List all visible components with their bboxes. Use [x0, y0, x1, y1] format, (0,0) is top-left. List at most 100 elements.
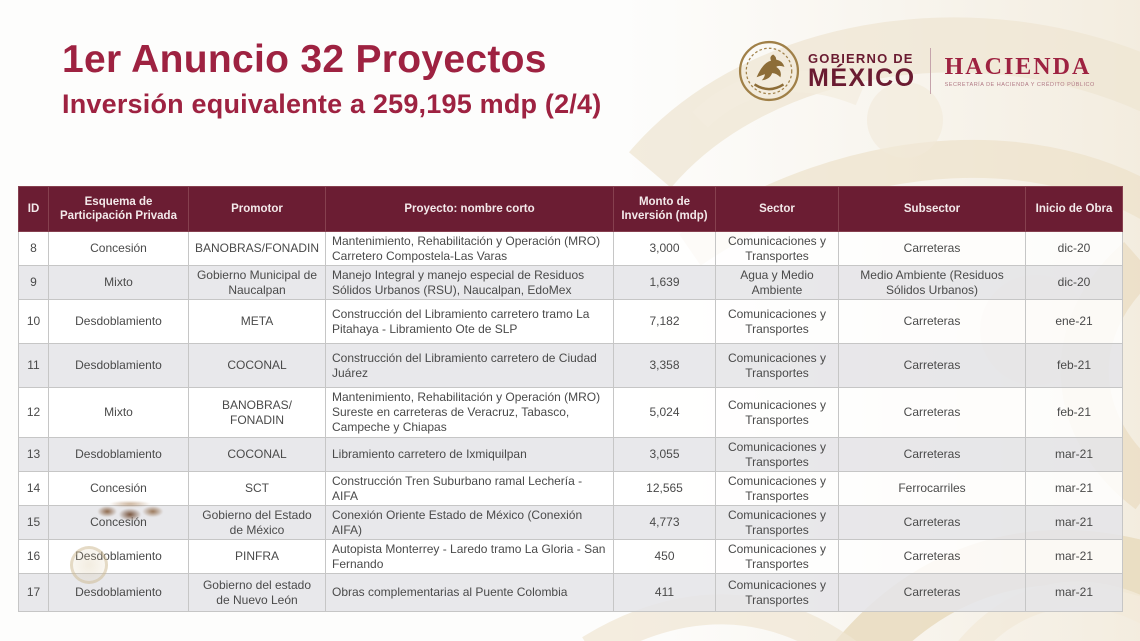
hacienda-wordmark: HACIENDA SECRETARÍA DE HACIENDA Y CRÉDIT…	[945, 55, 1095, 88]
table-cell: Concesión	[48, 231, 189, 266]
table-cell: 450	[613, 539, 716, 574]
table-cell: 10	[18, 299, 49, 344]
table-cell: feb-21	[1025, 343, 1123, 388]
table-cell: 411	[613, 573, 716, 612]
column-header: ID	[18, 186, 49, 232]
table-cell: 16	[18, 539, 49, 574]
table-cell: Construcción Tren Suburbano ramal Lecher…	[325, 471, 614, 506]
brand-divider	[929, 48, 931, 94]
table-cell: Autopista Monterrey - Laredo tramo La Gl…	[325, 539, 614, 574]
table-cell: Mixto	[48, 387, 189, 438]
table-cell: 4,773	[613, 505, 716, 540]
column-header: Esquema de Participación Privada	[48, 186, 189, 232]
table-cell: Comunicaciones y Transportes	[715, 539, 839, 574]
column-header: Promotor	[188, 186, 326, 232]
table-cell: Carreteras	[838, 343, 1026, 388]
table-cell: COCONAL	[188, 343, 326, 388]
table-cell: Comunicaciones y Transportes	[715, 505, 839, 540]
table-row: 9 Mixto Gobierno Municipal de Naucalpan Man…	[18, 265, 1123, 300]
column-header: Monto de Inversión (mdp)	[613, 186, 716, 232]
table-cell: Agua y Medio Ambiente	[715, 265, 839, 300]
table-body: 8 Concesión BANOBRAS/FONADIN Mantenimiento,…	[18, 231, 1123, 612]
mexico-coat-of-arms-icon	[738, 40, 800, 102]
table-cell: Carreteras	[838, 231, 1026, 266]
table-cell: 11	[18, 343, 49, 388]
table-cell: 17	[18, 573, 49, 612]
table-row: 15 Concesión Gobierno del Estado de México…	[18, 505, 1123, 540]
table-cell: Mantenimiento, Rehabilitación y Operació…	[325, 387, 614, 438]
mexico-text: MÉXICO	[808, 64, 916, 92]
table-cell: Gobierno Municipal de Naucalpan	[188, 265, 326, 300]
table-cell: Manejo Integral y manejo especial de Res…	[325, 265, 614, 300]
title-block: 1er Anuncio 32 Proyectos Inversión equiv…	[62, 38, 601, 120]
table-row: 13 Desdoblamiento COCONAL Libramiento carre…	[18, 437, 1123, 472]
table-cell: BANOBRAS/FONADIN	[188, 231, 326, 266]
table-cell: COCONAL	[188, 437, 326, 472]
table-cell: mar-21	[1025, 471, 1123, 506]
table-cell: Conexión Oriente Estado de México (Conex…	[325, 505, 614, 540]
table-cell: Comunicaciones y Transportes	[715, 387, 839, 438]
projects-table: ID Esquema de Participación Privada Promot…	[18, 186, 1123, 612]
gobierno-wordmark: GOBIERNO DE MÉXICO	[808, 51, 916, 91]
table-cell: Comunicaciones y Transportes	[715, 471, 839, 506]
table-cell: PINFRA	[188, 539, 326, 574]
table-row: 8 Concesión BANOBRAS/FONADIN Mantenimiento,…	[18, 231, 1123, 266]
hacienda-text: HACIENDA	[944, 53, 1092, 80]
table-cell: Desdoblamiento	[48, 539, 189, 574]
table-row: 12 Mixto BANOBRAS/ FONADIN Mantenimiento, R…	[18, 387, 1123, 438]
table-cell: Obras complementarias al Puente Colombia	[325, 573, 614, 612]
table-cell: Construcción del Libramiento carretero d…	[325, 343, 614, 388]
table-cell: Desdoblamiento	[48, 343, 189, 388]
table-cell: Carreteras	[838, 505, 1026, 540]
table-row: 10 Desdoblamiento META Construcción del Lib…	[18, 299, 1123, 344]
table-row: 11 Desdoblamiento COCONAL Construcción del …	[18, 343, 1123, 388]
table-cell: Carreteras	[838, 437, 1026, 472]
table-cell: mar-21	[1025, 505, 1123, 540]
table-cell: Comunicaciones y Transportes	[715, 437, 839, 472]
table-cell: 3,055	[613, 437, 716, 472]
column-header: Proyecto: nombre corto	[325, 186, 614, 232]
table-cell: Desdoblamiento	[48, 299, 189, 344]
table-cell: Concesión	[48, 471, 189, 506]
column-header: Sector	[715, 186, 839, 232]
table-cell: mar-21	[1025, 539, 1123, 574]
column-header: Subsector	[838, 186, 1026, 232]
table-cell: Comunicaciones y Transportes	[715, 299, 839, 344]
table-cell: 8	[18, 231, 49, 266]
page-title: 1er Anuncio 32 Proyectos	[62, 38, 547, 81]
table-cell: Desdoblamiento	[48, 437, 189, 472]
table-cell: Mantenimiento, Rehabilitación y Operació…	[325, 231, 614, 266]
table-cell: SCT	[188, 471, 326, 506]
table-cell: Comunicaciones y Transportes	[715, 573, 839, 612]
table-cell: 14	[18, 471, 49, 506]
table-cell: 1,639	[613, 265, 716, 300]
gobierno-de-text: GOBIERNO DE	[808, 51, 914, 66]
table-cell: Ferrocarriles	[838, 471, 1026, 506]
table-cell: 3,358	[613, 343, 716, 388]
table-cell: 13	[18, 437, 49, 472]
table-cell: Construcción del Libramiento carretero t…	[325, 299, 614, 344]
page-subtitle: Inversión equivalente a 259,195 mdp (2/4…	[62, 89, 602, 119]
table-cell: mar-21	[1025, 437, 1123, 472]
table-cell: Carreteras	[838, 573, 1026, 612]
table-cell: 7,182	[613, 299, 716, 344]
table-cell: feb-21	[1025, 387, 1123, 438]
column-header: Inicio de Obra	[1025, 186, 1123, 232]
table-cell: 9	[18, 265, 49, 300]
table-cell: Medio Ambiente (Residuos Sólidos Urbanos…	[838, 265, 1026, 300]
table-cell: Carreteras	[838, 539, 1026, 574]
table-cell: Gobierno del estado de Nuevo León	[188, 573, 326, 612]
table-cell: Gobierno del Estado de México	[188, 505, 326, 540]
table-row: 14 Concesión SCT Construcción Tren Suburban…	[18, 471, 1123, 506]
table-cell: Libramiento carretero de Ixmiquilpan	[325, 437, 614, 472]
table-cell: 12,565	[613, 471, 716, 506]
table-cell: ene-21	[1025, 299, 1123, 344]
table-cell: 15	[18, 505, 49, 540]
table-cell: dic-20	[1025, 265, 1123, 300]
hacienda-subtitle: SECRETARÍA DE HACIENDA Y CRÉDITO PÚBLICO	[944, 81, 1095, 88]
table-cell: Carreteras	[838, 299, 1026, 344]
table-cell: Concesión	[48, 505, 189, 540]
branding: GOBIERNO DE MÉXICO HACIENDA SECRETARÍA D…	[738, 40, 1095, 102]
table-cell: mar-21	[1025, 573, 1123, 612]
